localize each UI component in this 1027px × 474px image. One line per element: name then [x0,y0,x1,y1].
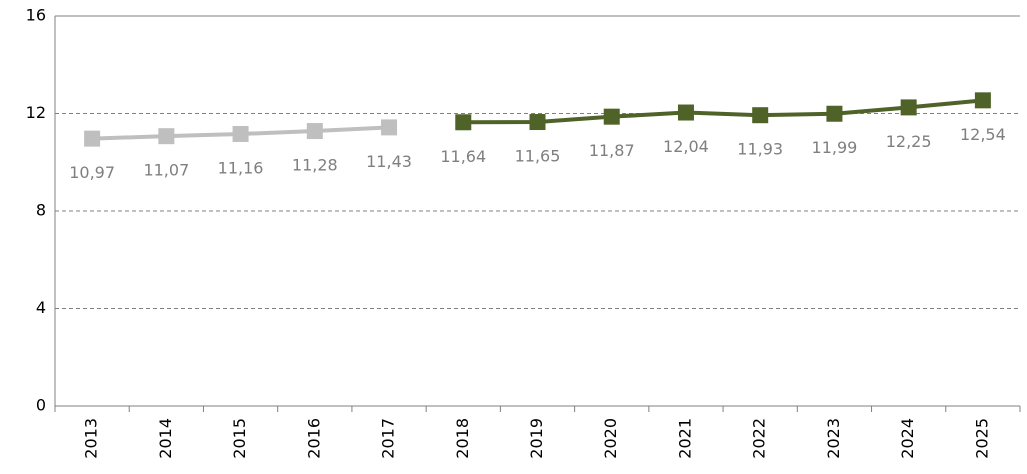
x-tick-label: 2014 [156,418,175,459]
y-tick-label: 4 [36,298,46,317]
data-label: 11,28 [292,156,338,175]
marker [603,108,620,125]
x-tick-label: 2016 [304,418,323,459]
data-label: 11,99 [812,138,858,157]
x-tick-label: 2021 [675,418,694,459]
marker [158,128,175,145]
y-tick-label: 16 [26,6,46,25]
marker [826,105,843,122]
series-line [463,98,984,125]
marker [381,119,398,136]
y-tick-label: 12 [26,103,46,122]
marker [232,125,249,142]
x-tick-label: 2015 [230,418,249,459]
x-tick-label: 2024 [898,418,917,459]
data-label: 12,54 [960,125,1006,144]
x-tick-label: 2023 [824,418,843,459]
marker [306,123,323,140]
marker [752,107,769,124]
x-tick-label: 2013 [82,418,101,459]
data-label: 12,25 [886,132,932,151]
marker [84,130,101,147]
data-label: 11,65 [515,147,561,166]
x-tick-label: 2022 [750,418,769,459]
marker [455,114,472,131]
data-label: 11,16 [218,158,264,177]
x-tick-label: 2018 [453,418,472,459]
y-tick-label: 0 [36,396,46,415]
data-label: 11,87 [589,141,635,160]
marker [974,92,991,109]
x-tick-label: 2017 [379,418,398,459]
x-tick-label: 2020 [601,418,620,459]
x-tick-label: 2019 [527,418,546,459]
y-tick-label: 8 [36,201,46,220]
data-label: 11,64 [440,147,486,166]
data-label: 12,04 [663,137,709,156]
data-label: 11,43 [366,152,412,171]
marker [529,114,546,131]
data-label: 11,07 [143,161,189,180]
marker [900,99,917,116]
data-label: 11,93 [737,140,783,159]
data-label: 10,97 [69,163,115,182]
x-tick-label: 2025 [972,418,991,459]
marker [677,104,694,121]
